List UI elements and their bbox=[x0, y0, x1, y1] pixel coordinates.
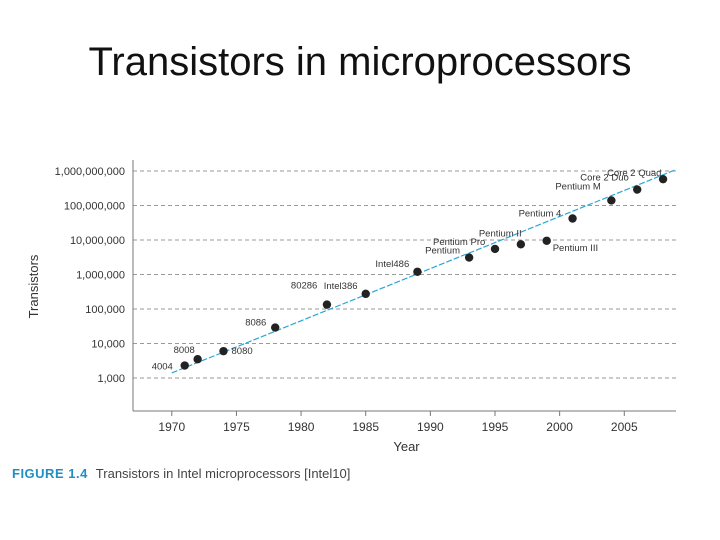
data-point bbox=[322, 300, 332, 309]
data-point bbox=[464, 253, 474, 262]
point-label: 8086 bbox=[245, 318, 266, 329]
data-point bbox=[490, 244, 500, 254]
x-tick-label: 1995 bbox=[482, 420, 509, 434]
caption-text: Transistors in Intel microprocessors [In… bbox=[95, 466, 351, 481]
y-tick-label: 1,000,000 bbox=[76, 270, 125, 282]
y-axis-title: Transistors bbox=[26, 254, 41, 318]
x-tick-label: 2000 bbox=[546, 420, 573, 434]
x-tick-label: 1975 bbox=[223, 420, 250, 434]
x-tick-label: 1985 bbox=[352, 420, 379, 434]
data-point bbox=[413, 267, 422, 276]
x-tick-label: 2005 bbox=[611, 420, 638, 434]
data-point bbox=[271, 323, 280, 332]
data-point bbox=[516, 240, 526, 249]
trend-layer bbox=[171, 169, 677, 374]
data-point bbox=[542, 236, 551, 245]
point-label: Intel386 bbox=[324, 281, 358, 292]
data-point bbox=[658, 174, 668, 184]
point-label: Core 2 Quad bbox=[607, 168, 661, 179]
point-label: Pentium III bbox=[553, 243, 598, 254]
y-tick-label: 1,000 bbox=[97, 373, 125, 385]
point-label: 4004 bbox=[152, 362, 173, 373]
data-point bbox=[633, 185, 642, 194]
point-label: 80286 bbox=[291, 281, 317, 292]
point-layer bbox=[180, 174, 668, 370]
data-point bbox=[180, 361, 189, 370]
y-tick-label: 100,000 bbox=[85, 304, 125, 316]
y-tick-label: 10,000 bbox=[91, 339, 125, 351]
slide-title: Transistors in microprocessors bbox=[88, 40, 632, 84]
point-label: Pentium bbox=[425, 246, 460, 257]
point-label: Pentium M bbox=[555, 181, 600, 192]
point-label: Core 2 Duo bbox=[580, 173, 629, 184]
y-tick-label: 1,000,000,000 bbox=[55, 166, 125, 178]
point-label: Pentium 4 bbox=[519, 208, 562, 219]
point-label: Pentium Pro bbox=[433, 237, 485, 248]
trend-line bbox=[171, 169, 677, 374]
data-point bbox=[361, 289, 370, 299]
point-label: Pentium II bbox=[479, 228, 522, 239]
data-point bbox=[607, 196, 616, 205]
x-tick-label: 1980 bbox=[288, 420, 315, 434]
point-label: Intel486 bbox=[375, 259, 409, 270]
figure-caption: FIGURE 1.4 Transistors in Intel microproc… bbox=[12, 466, 350, 481]
data-point bbox=[568, 214, 577, 223]
y-tick-label: 10,000,000 bbox=[70, 235, 125, 247]
x-tick-label: 1990 bbox=[417, 420, 444, 434]
data-point bbox=[193, 355, 202, 364]
figure-label: FIGURE 1.4 bbox=[12, 466, 88, 481]
axis-layer: 1,000 10,000 100,000 1,000,000 10,000,000 100… bbox=[26, 160, 676, 454]
x-tick-label: 1970 bbox=[158, 420, 185, 434]
x-axis-title: Year bbox=[393, 439, 420, 454]
point-label: 8080 bbox=[232, 346, 253, 357]
y-tick-label: 100,000,000 bbox=[64, 201, 125, 213]
data-point bbox=[219, 346, 228, 356]
point-label: 8008 bbox=[174, 345, 195, 356]
